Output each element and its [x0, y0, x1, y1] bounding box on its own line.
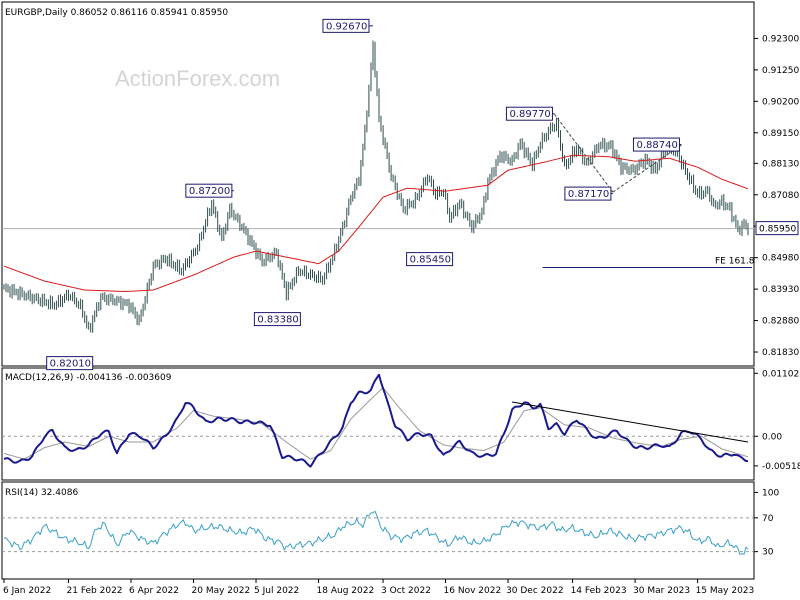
annotation-box — [46, 356, 94, 371]
price-axis-label: 0.88130 — [762, 159, 799, 169]
annotation-label: 0.92670 — [326, 21, 367, 32]
current-price-box — [755, 221, 799, 236]
annotation-box — [632, 137, 680, 152]
annotation-label: 0.83380 — [257, 315, 298, 326]
annotation-label: 0.88740 — [636, 140, 677, 151]
x-axis-label: 5 Jul 2022 — [254, 586, 299, 596]
price-panel-header: EURGBP,Daily 0.86052 0.86116 0.85941 0.8… — [5, 8, 228, 18]
annotation-box — [406, 252, 454, 267]
rsi-line — [3, 510, 749, 555]
dashed-trend-line — [554, 113, 614, 193]
macd-axis-label: -0.005182 — [762, 462, 800, 472]
dashed-trend-line — [612, 144, 682, 193]
annotation-box — [322, 18, 370, 33]
x-axis-label: 20 May 2022 — [192, 586, 251, 596]
price-axis-label: 0.87080 — [762, 191, 799, 201]
rsi-axis-label: 70 — [762, 514, 774, 524]
macd-axis-label: 0.00 — [762, 432, 782, 442]
watermark-text: ActionForex.com — [115, 66, 280, 91]
price-axis-label: 0.82880 — [762, 317, 799, 327]
annotation-box — [564, 186, 612, 201]
price-axis-label: 0.81830 — [762, 348, 799, 358]
price-axis-label: 0.84980 — [762, 254, 799, 264]
x-axis-label: 6 Jan 2022 — [3, 586, 51, 596]
macd-layer — [2, 373, 754, 468]
annotation-label: 0.87170 — [568, 189, 609, 200]
axes-layer: 0.92300 0.91250 0.90200 0.89150 0.88130 0.870… — [3, 34, 800, 596]
x-axis-label: 30 Mar 2023 — [633, 586, 690, 596]
annotation-label: 0.87200 — [189, 186, 230, 197]
price-axis-label: 0.89150 — [762, 129, 799, 139]
rsi-panel-title: RSI(14) 32.4086 — [5, 488, 78, 498]
x-axis-label: 18 Aug 2022 — [317, 586, 375, 596]
macd-panel-frame — [1, 367, 755, 481]
macd-panel-title: MACD(12,26,9) -0.004136 -0.003609 — [5, 373, 172, 383]
x-axis-label: 16 Nov 2022 — [444, 586, 502, 596]
current-price-label: 0.85950 — [759, 225, 796, 235]
price-axis-label: 0.83930 — [762, 285, 799, 295]
fe-level-label: FE 161.8 — [715, 257, 755, 267]
x-axis-label: 6 Apr 2022 — [129, 586, 179, 596]
rsi-axis-label: 30 — [762, 548, 774, 558]
macd-signal-line — [3, 387, 749, 460]
price-layer — [2, 40, 754, 333]
moving-average-line — [3, 154, 749, 292]
x-axis-label: 3 Oct 2022 — [381, 586, 431, 596]
x-axis-label: 21 Feb 2022 — [67, 586, 123, 596]
price-axis-label: 0.91250 — [762, 66, 799, 76]
price-axis-label: 0.92300 — [762, 34, 799, 44]
x-axis-label: 15 May 2023 — [696, 586, 755, 596]
macd-line — [3, 373, 749, 468]
macd-trendline — [512, 401, 749, 443]
rsi-panel-frame — [1, 481, 755, 580]
annotation-label: 0.85450 — [410, 255, 451, 266]
price-panel-frame — [1, 1, 755, 367]
annotation-box — [185, 183, 233, 198]
annotation-label: 0.89770 — [509, 109, 550, 120]
annotation-layer: FE 161.8 0.92670 0.89770 0.88740 0.87200 0.87… — [46, 18, 755, 371]
annotation-box — [253, 312, 301, 327]
macd-axis-label: 0.011023 — [762, 369, 800, 379]
annotation-box — [505, 106, 553, 121]
annotation-label: 0.82010 — [50, 359, 91, 370]
price-axis-label: 0.90200 — [762, 97, 799, 107]
x-axis-label: 30 Dec 2022 — [506, 586, 564, 596]
x-axis-label: 14 Feb 2023 — [571, 586, 627, 596]
rsi-layer — [2, 510, 754, 555]
rsi-axis-label: 100 — [762, 488, 779, 498]
